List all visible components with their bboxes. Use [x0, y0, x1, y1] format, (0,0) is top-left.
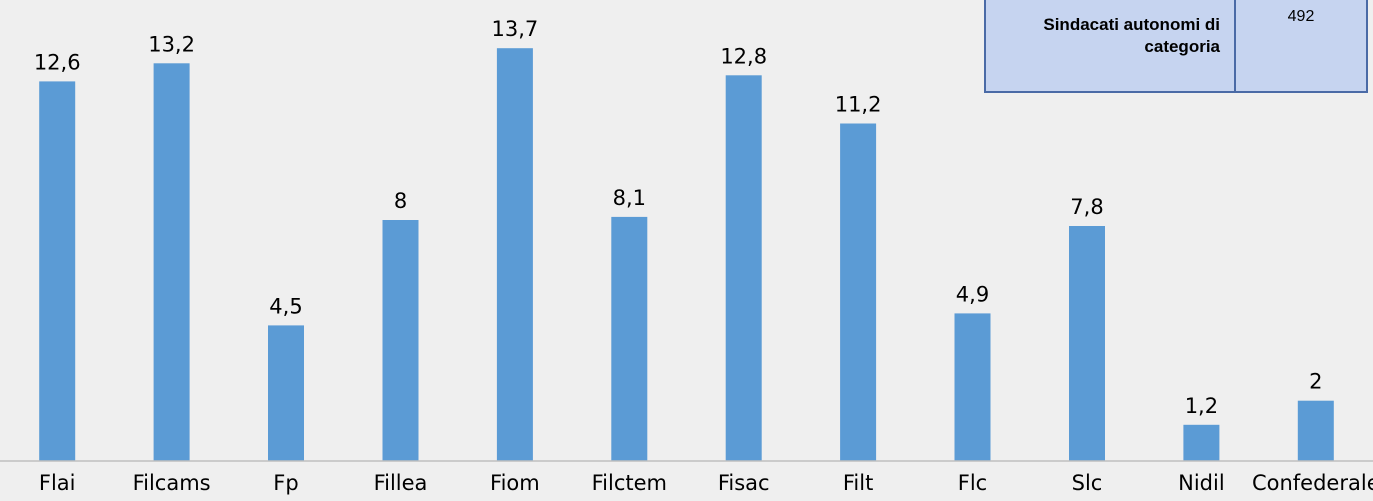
category-label-confederale: Confederale [1252, 471, 1373, 495]
category-label-flc: Flc [958, 471, 987, 495]
table-row: Sindacati autonomi di categoria 492 [984, 0, 1368, 93]
category-label-fillea: Fillea [374, 471, 428, 495]
value-label-fiom: 13,7 [492, 17, 539, 41]
value-label-filctem: 8,1 [613, 186, 646, 210]
bar-fisac [725, 75, 762, 462]
table-cell-label: Sindacati autonomi di categoria [984, 0, 1236, 93]
bar-filt [840, 123, 877, 461]
summary-table-fragment: Sindacati autonomi di categoria 492 [984, 0, 1368, 93]
bar-filcams [153, 63, 190, 462]
bar-nidil [1183, 424, 1220, 461]
value-label-flc: 4,9 [956, 282, 989, 306]
value-label-filt: 11,2 [835, 93, 882, 117]
value-label-confederale: 2 [1309, 370, 1322, 394]
bar-fillea [382, 220, 419, 461]
category-label-fp: Fp [273, 471, 298, 495]
value-label-slc: 7,8 [1070, 195, 1103, 219]
value-label-filcams: 13,2 [148, 32, 195, 56]
bar-filctem [611, 216, 648, 461]
bar-fp [268, 325, 304, 461]
category-label-fiom: Fiom [490, 471, 540, 495]
bar-slc [1069, 226, 1105, 461]
bar-flc [954, 313, 991, 461]
category-label-slc: Slc [1072, 471, 1103, 495]
value-label-nidil: 1,2 [1185, 394, 1218, 418]
value-label-fisac: 12,8 [720, 44, 767, 68]
category-label-filcams: Filcams [133, 471, 211, 495]
value-labels-group: 12,6 13,2 4,5 8 13,7 8,1 12,8 11,2 4,9 7,8 1,2 2 [34, 17, 1323, 418]
value-label-fp: 4,5 [269, 294, 302, 318]
bars-group [39, 48, 1334, 462]
value-label-flai: 12,6 [34, 50, 81, 74]
bar-fiom [496, 48, 533, 461]
category-labels-group: Flai Filcams Fp Fillea Fiom Filctem Fisac Filt F… [39, 471, 1373, 495]
table-cell-value: 492 [1234, 0, 1368, 93]
category-label-nidil: Nidil [1178, 471, 1225, 495]
category-label-filctem: Filctem [592, 471, 667, 495]
value-label-fillea: 8 [394, 189, 407, 213]
bar-confederale [1297, 400, 1334, 461]
bar-flai [39, 81, 76, 462]
category-label-fisac: Fisac [718, 471, 770, 495]
category-label-filt: Filt [843, 471, 873, 495]
category-label-flai: Flai [39, 471, 76, 495]
